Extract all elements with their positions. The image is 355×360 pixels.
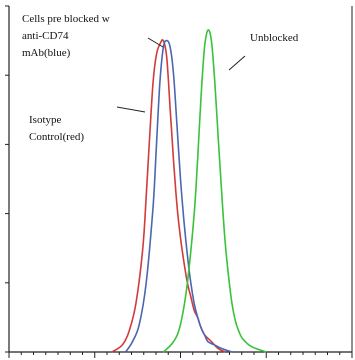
annotation-blocked: Cells pre blocked w anti-CD74 mAb(blue) [22, 13, 112, 59]
series-line-1 [124, 39, 233, 353]
annotation-isotype-pointer [116, 106, 146, 113]
annotation-unblocked: Unblocked [250, 32, 299, 44]
series-layer [111, 29, 267, 353]
series-line-2 [162, 29, 267, 353]
annotation-isotype: Isotype Control(red) [29, 114, 84, 143]
y-ticks [5, 5, 9, 353]
x-ticks [8, 352, 353, 358]
annotation-unblocked-pointer [228, 55, 246, 71]
series-line-0 [111, 39, 226, 353]
annotation-blocked-pointer [147, 37, 164, 48]
